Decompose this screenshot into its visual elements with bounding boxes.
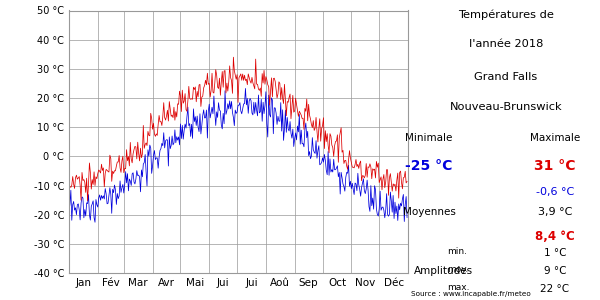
Text: 3,9 °C: 3,9 °C [538, 207, 572, 217]
Text: 8,4 °C: 8,4 °C [535, 230, 575, 242]
Text: -25 °C: -25 °C [406, 159, 452, 173]
Text: Source : www.incapable.fr/meteo: Source : www.incapable.fr/meteo [411, 291, 531, 297]
Text: Maximale: Maximale [530, 134, 580, 143]
Text: max.: max. [447, 284, 470, 292]
Text: Moyennes: Moyennes [403, 207, 455, 217]
Text: Nouveau-Brunswick: Nouveau-Brunswick [449, 102, 562, 112]
Text: 22 °C: 22 °C [541, 284, 569, 293]
Text: 1 °C: 1 °C [544, 248, 566, 257]
Text: l'année 2018: l'année 2018 [469, 39, 543, 49]
Text: Minimale: Minimale [406, 134, 452, 143]
Text: 31 °C: 31 °C [534, 159, 576, 173]
Text: -0,6 °C: -0,6 °C [536, 188, 574, 197]
Text: Grand Falls: Grand Falls [474, 72, 538, 82]
Text: min.: min. [447, 248, 467, 256]
Text: Amplitudes: Amplitudes [414, 266, 473, 275]
Text: moy.: moy. [447, 266, 468, 274]
Text: Températures de: Températures de [458, 9, 554, 20]
Text: 9 °C: 9 °C [544, 266, 566, 275]
